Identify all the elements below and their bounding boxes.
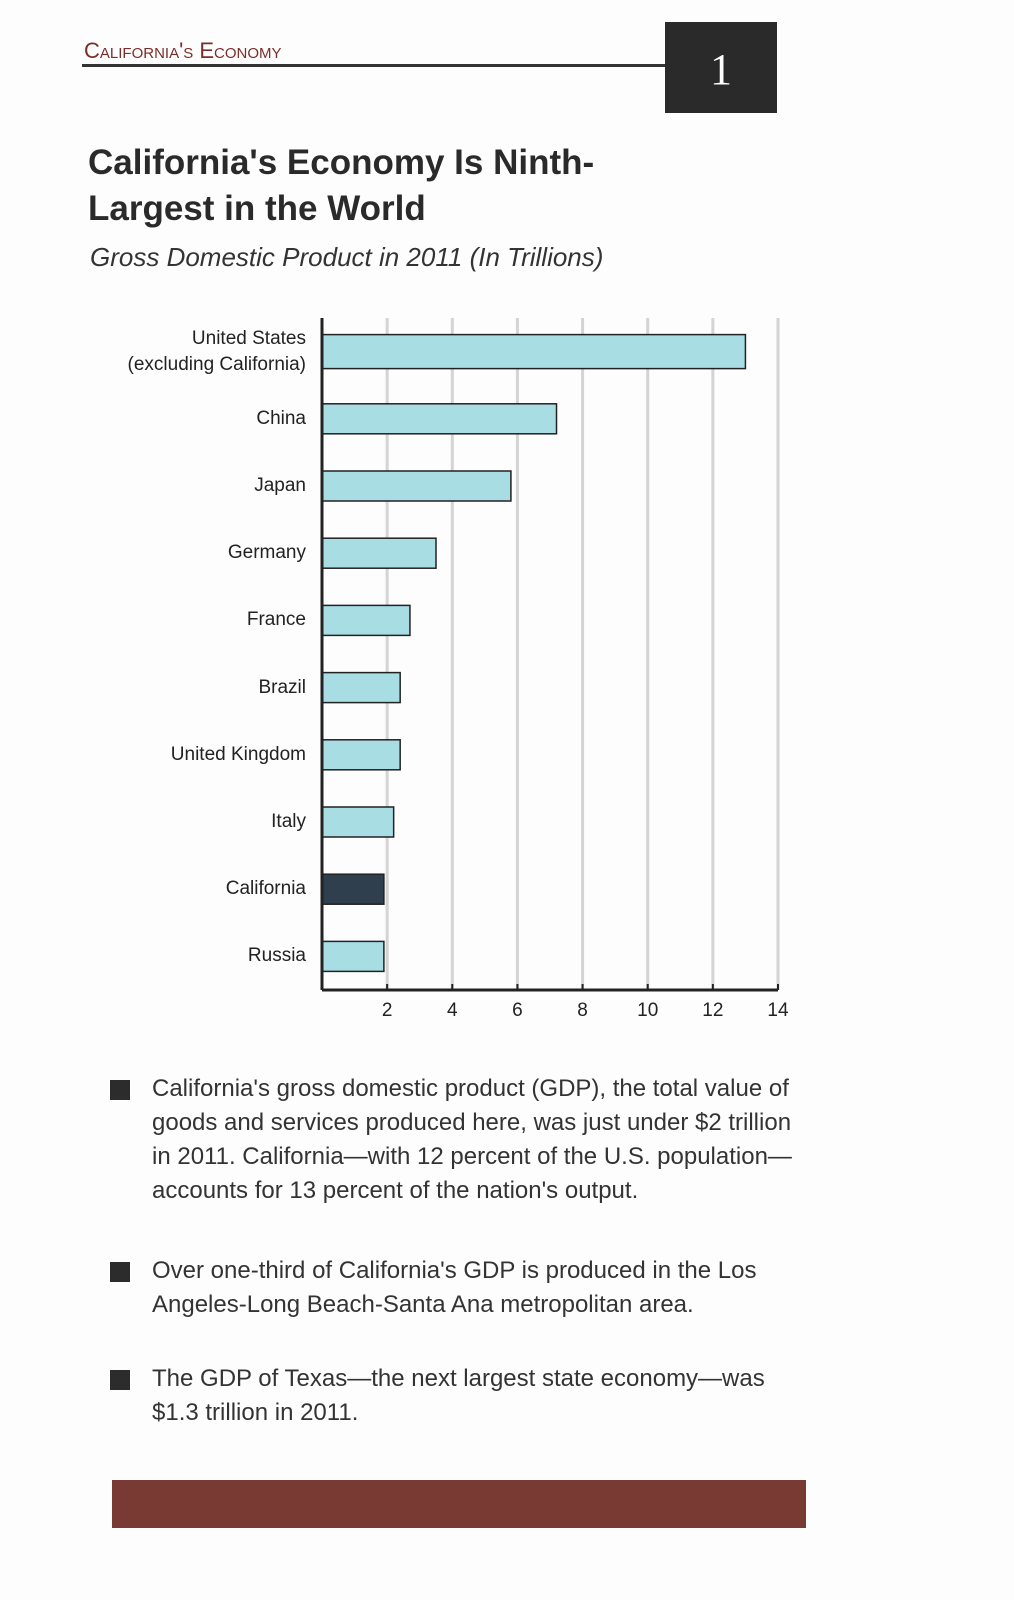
bullet-text: The GDP of Texas—the next largest state … (152, 1365, 765, 1426)
x-tick-label: 12 (702, 1000, 723, 1021)
section-header: California's Economy (84, 38, 282, 63)
category-label: United Kingdom (170, 743, 306, 765)
x-tick-label: 14 (767, 1000, 789, 1021)
bar (321, 739, 401, 771)
bar (321, 671, 401, 704)
bullet-item: The GDP of Texas—the next largest state … (110, 1362, 810, 1430)
x-tick-label: 2 (382, 1000, 393, 1021)
header-rule (82, 64, 666, 67)
bullet-item: Over one-third of California's GDP is pr… (110, 1254, 810, 1322)
chart-title: California's Economy Is Ninth-Largest in… (88, 143, 595, 228)
bullet-square (110, 1080, 130, 1100)
bar (321, 470, 512, 502)
category-label: Russia (247, 945, 306, 967)
x-tick-label: 8 (577, 1000, 588, 1021)
category-label: Japan (254, 475, 306, 496)
category-label: California (225, 878, 306, 900)
bullet-square (110, 1262, 130, 1282)
category-label: Brazil (258, 676, 306, 698)
bullet-list: California's gross domestic product (GDP… (110, 1072, 810, 1470)
bar (321, 333, 747, 370)
category-label: France (246, 609, 306, 631)
chart-subtitle: Gross Domestic Product in 2011 (In Trill… (90, 242, 604, 272)
bar (321, 604, 411, 637)
x-tick-label: 6 (512, 1000, 523, 1021)
footer-bar (112, 1480, 806, 1528)
x-tick-label: 4 (447, 1000, 458, 1021)
bullet-text: Over one-third of California's GDP is pr… (152, 1257, 757, 1318)
category-label: Germany (227, 542, 306, 564)
page-number: 1 (665, 22, 777, 113)
bar (321, 537, 437, 569)
category-label: China (256, 407, 306, 429)
chart: 2 4 6 8 10 12 14 (320, 318, 789, 1021)
bar (321, 403, 558, 435)
category-label: Italy (271, 811, 306, 832)
bullet-item: California's gross domestic product (GDP… (110, 1072, 810, 1208)
category-label: United States (excluding California) (127, 327, 306, 375)
bullet-text: California's gross domestic product (GDP… (152, 1075, 792, 1204)
bar (321, 873, 385, 905)
bullet-square (110, 1370, 130, 1390)
bar (321, 806, 395, 838)
x-tick-label: 10 (637, 1000, 658, 1021)
bar (321, 940, 385, 973)
